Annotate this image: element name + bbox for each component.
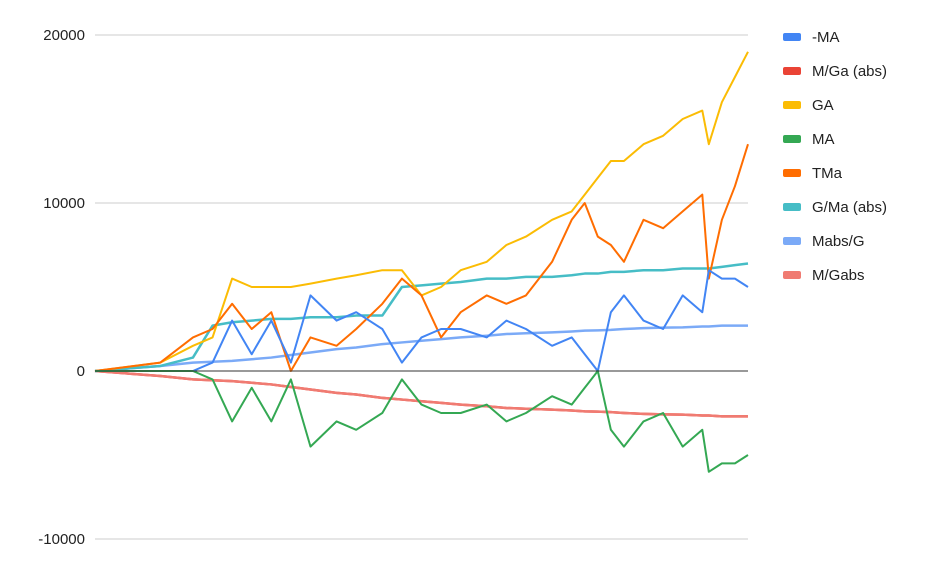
- series-lines: [94, 51, 749, 473]
- legend-swatch: [783, 271, 801, 279]
- legend-item: Mabs/G: [783, 233, 865, 250]
- legend: -MA M/Ga (abs) GA MA TMa G/Ma (abs) Mabs/G M/Ga…: [783, 29, 887, 284]
- legend-swatch: [783, 203, 801, 211]
- legend-swatch: [783, 101, 801, 109]
- y-axis-tick-labels: -10000 0 10000 20000: [38, 27, 85, 548]
- y-tick-label: 20000: [43, 27, 85, 44]
- series-line--ma: [95, 269, 749, 372]
- legend-label: G/Ma (abs): [812, 199, 887, 216]
- series-line-m-ga-abs-: [94, 369, 748, 418]
- legend-label: GA: [812, 97, 834, 114]
- legend-item: M/Ga (abs): [783, 63, 887, 80]
- legend-label: TMa: [812, 165, 843, 182]
- series-line-m-gabs: [94, 369, 748, 418]
- legend-swatch: [783, 169, 801, 177]
- legend-swatch: [783, 33, 801, 41]
- legend-swatch: [783, 237, 801, 245]
- y-tick-label: -10000: [38, 531, 85, 548]
- legend-label: Mabs/G: [812, 233, 865, 250]
- legend-item: M/Gabs: [783, 267, 865, 284]
- legend-label: -MA: [812, 29, 840, 46]
- y-tick-label: 0: [77, 363, 85, 380]
- series-line-mabs-g: [94, 324, 748, 373]
- gridlines: [95, 34, 748, 540]
- legend-label: MA: [812, 131, 835, 148]
- legend-item: GA: [783, 97, 834, 114]
- legend-swatch: [783, 67, 801, 75]
- series-line-ma: [95, 370, 749, 473]
- series-line-tma: [94, 143, 749, 372]
- legend-label: M/Ga (abs): [812, 63, 887, 80]
- series-line-g-ma-abs-: [94, 262, 749, 373]
- legend-item: MA: [783, 131, 835, 148]
- legend-item: -MA: [783, 29, 840, 46]
- y-tick-label: 10000: [43, 195, 85, 212]
- series-line-ga: [94, 51, 749, 372]
- legend-label: M/Gabs: [812, 267, 865, 284]
- legend-item: TMa: [783, 165, 843, 182]
- legend-item: G/Ma (abs): [783, 199, 887, 216]
- legend-swatch: [783, 135, 801, 143]
